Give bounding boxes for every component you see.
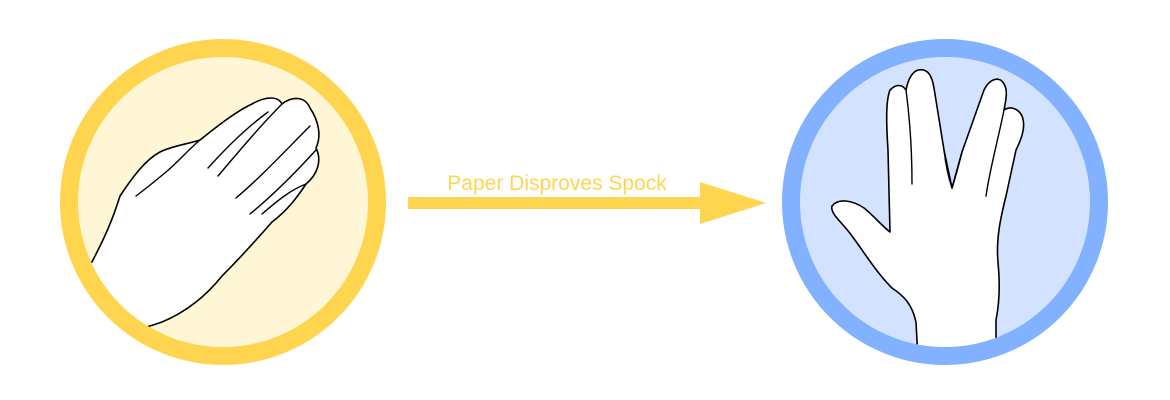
arrow-shaft bbox=[408, 197, 718, 209]
paper-hand-icon bbox=[78, 97, 320, 341]
paper-node bbox=[60, 39, 386, 365]
relation-label: Paper Disproves Spock bbox=[447, 172, 667, 195]
spock-node bbox=[782, 39, 1108, 365]
arrow-head-icon bbox=[700, 182, 766, 224]
spock-hand-icon bbox=[831, 68, 1025, 347]
relation-arrow: Paper Disproves Spock bbox=[408, 172, 766, 224]
